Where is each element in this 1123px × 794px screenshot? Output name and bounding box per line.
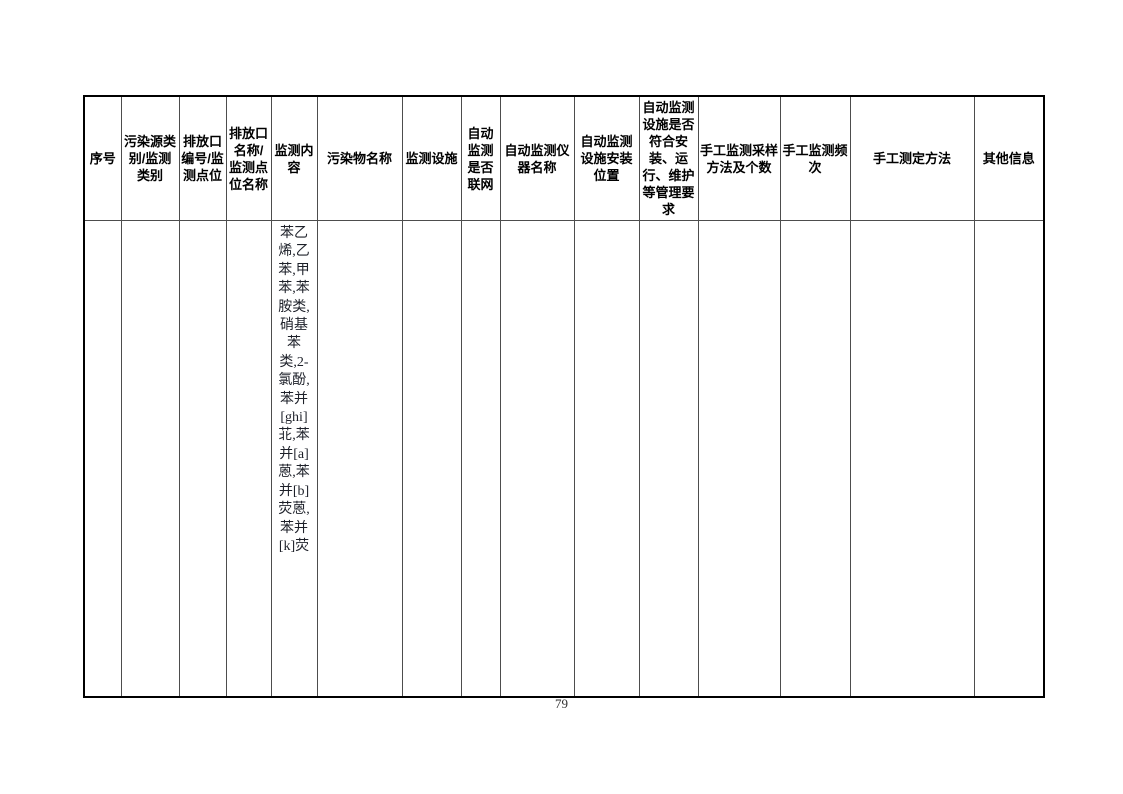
monitoring-table-container: 序号 污染源类别/监测类别 排放口编号/监测点位 排放口名称/监测点位名称 监测… [83, 95, 1045, 698]
header-auto-monitoring-install-location: 自动监测设施安装位置 [573, 95, 640, 221]
cell-manual-sampling-method-count [697, 220, 781, 698]
page-number: 79 [555, 696, 568, 711]
table-header-row: 序号 污染源类别/监测类别 排放口编号/监测点位 排放口名称/监测点位名称 监测… [83, 95, 1045, 221]
cell-monitoring-content: 苯乙烯,乙苯,甲苯,苯胺类,硝基苯类,2-氯酚,苯并[ghi]苝,苯并[a]蒽,… [270, 220, 318, 698]
header-manual-sampling-method-count: 手工监测采样方法及个数 [697, 95, 781, 221]
header-other-info: 其他信息 [973, 95, 1045, 221]
header-auto-monitoring-compliance: 自动监测设施是否符合安装、运行、维护等管理要求 [638, 95, 699, 221]
header-outlet-number: 排放口编号/监测点位 [178, 95, 227, 221]
header-auto-monitoring-instrument-name: 自动监测仪器名称 [499, 95, 575, 221]
cell-auto-monitoring-networked [460, 220, 501, 698]
header-auto-monitoring-networked: 自动监测是否联网 [460, 95, 501, 221]
header-pollutant-name: 污染物名称 [316, 95, 403, 221]
header-monitoring-content: 监测内容 [270, 95, 318, 221]
cell-auto-monitoring-instrument-name [499, 220, 575, 698]
cell-outlet-number [178, 220, 227, 698]
cell-pollution-source-category [120, 220, 180, 698]
header-outlet-name: 排放口名称/监测点位名称 [225, 95, 272, 221]
cell-manual-monitoring-frequency [779, 220, 851, 698]
header-pollution-source-category: 污染源类别/监测类别 [120, 95, 180, 221]
cell-manual-determination-method [849, 220, 975, 698]
header-manual-monitoring-frequency: 手工监测频次 [779, 95, 851, 221]
table-body-row: 苯乙烯,乙苯,甲苯,苯胺类,硝基苯类,2-氯酚,苯并[ghi]苝,苯并[a]蒽,… [83, 220, 1045, 698]
cell-other-info [973, 220, 1045, 698]
cell-monitoring-facility [401, 220, 462, 698]
header-monitoring-facility: 监测设施 [401, 95, 462, 221]
cell-seq-no [83, 220, 122, 698]
cell-auto-monitoring-compliance [638, 220, 699, 698]
header-manual-determination-method: 手工测定方法 [849, 95, 975, 221]
self-monitoring-table: 序号 污染源类别/监测类别 排放口编号/监测点位 排放口名称/监测点位名称 监测… [83, 95, 1045, 698]
cell-pollutant-name [316, 220, 403, 698]
cell-auto-monitoring-install-location [573, 220, 640, 698]
monitoring-content-text: 苯乙烯,乙苯,甲苯,苯胺类,硝基苯类,2-氯酚,苯并[ghi]苝,苯并[a]蒽,… [278, 226, 310, 554]
cell-outlet-name [225, 220, 272, 698]
header-seq-no: 序号 [83, 95, 122, 221]
